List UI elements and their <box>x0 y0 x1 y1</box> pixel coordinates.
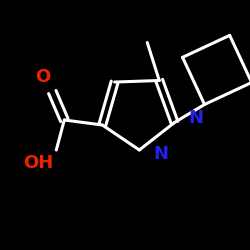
Text: N: N <box>188 110 204 128</box>
Text: OH: OH <box>23 154 54 172</box>
Text: N: N <box>153 145 168 163</box>
Text: O: O <box>35 68 50 86</box>
